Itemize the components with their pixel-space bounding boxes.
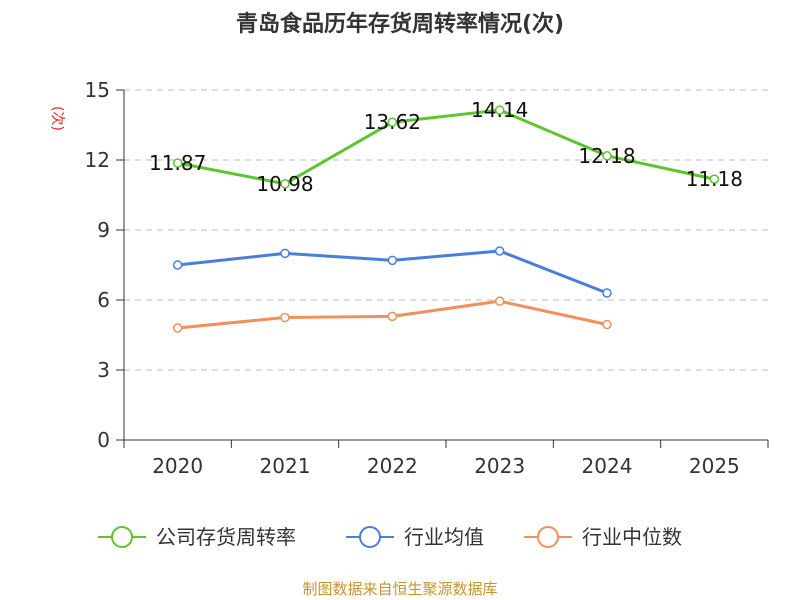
legend-item: 公司存货周转率 [98,525,296,549]
legend-marker [538,527,558,547]
x-tick-label: 2022 [367,454,418,478]
data-point [388,256,396,264]
x-tick-label: 2024 [582,454,633,478]
data-point [603,289,611,297]
legend-label: 行业均值 [404,525,484,549]
legend: 公司存货周转率 行业均值 行业中位数 [98,525,682,549]
data-point [281,249,289,257]
data-point [496,297,504,305]
y-tick-label: 3 [97,358,110,382]
data-point [174,324,182,332]
data-label: 13.62 [364,110,421,134]
grid-lines [124,90,768,370]
legend-marker [360,527,380,547]
legend-label: 公司存货周转率 [156,525,296,549]
y-tick-label: 6 [97,288,110,312]
axes: 0 3 6 9 12 15 2020 2021 2022 2023 2024 2025 [85,78,768,478]
data-label: 11.18 [686,167,743,191]
legend-label: 行业中位数 [582,525,682,549]
data-label: 14.14 [471,98,528,122]
legend-marker [112,527,132,547]
data-label: 11.87 [149,151,206,175]
data-label: 12.18 [578,144,635,168]
series-lines [174,106,719,332]
x-tick-label: 2023 [474,454,525,478]
data-point [496,247,504,255]
x-tick-label: 2025 [689,454,740,478]
data-labels: 11.87 10.98 13.62 14.14 12.18 11.18 [149,98,743,196]
x-tick-label: 2020 [152,454,203,478]
y-tick-label: 0 [97,428,110,452]
y-tick-label: 15 [85,78,110,102]
x-tick-label: 2021 [260,454,311,478]
source-note: 制图数据来自恒生聚源数据库 [0,578,800,599]
y-tick-label: 9 [97,218,110,242]
legend-item: 行业均值 [346,525,484,549]
legend-item: 行业中位数 [524,525,682,549]
y-tick-label: 12 [85,148,110,172]
data-point [174,261,182,269]
data-point [603,321,611,329]
data-point [388,312,396,320]
data-label: 10.98 [256,172,313,196]
data-point [281,314,289,322]
